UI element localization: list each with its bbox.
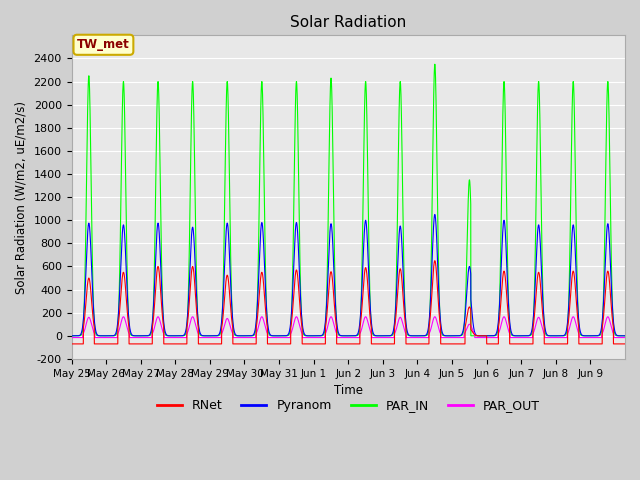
Text: TW_met: TW_met [77, 38, 130, 51]
Title: Solar Radiation: Solar Radiation [290, 15, 406, 30]
Legend: RNet, Pyranom, PAR_IN, PAR_OUT: RNet, Pyranom, PAR_IN, PAR_OUT [152, 395, 545, 418]
X-axis label: Time: Time [334, 384, 363, 397]
Y-axis label: Solar Radiation (W/m2, uE/m2/s): Solar Radiation (W/m2, uE/m2/s) [15, 101, 28, 294]
